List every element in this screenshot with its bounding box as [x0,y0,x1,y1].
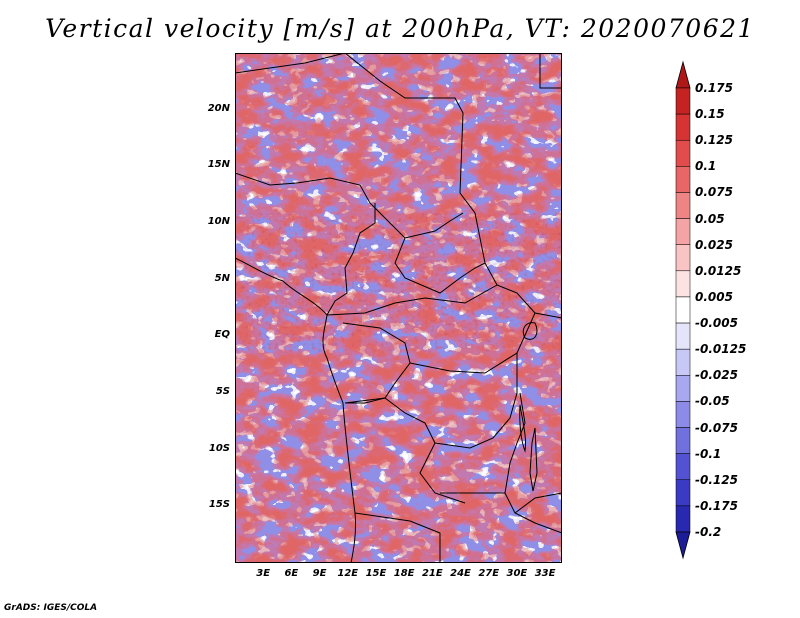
colorbar-label: -0.175 [695,498,738,513]
colorbar-top-arrow [675,60,691,89]
colorbar-label: -0.0125 [695,342,747,357]
colorbar-segment [675,505,691,533]
colorbar-segment [675,375,691,402]
credit-label: GrADS: IGES/COLA [4,603,98,613]
colorbar-label: 0.15 [695,107,725,122]
colorbar-segment [675,244,691,272]
colorbar-label: -0.125 [695,472,738,487]
colorbar-label: 0.05 [695,211,725,226]
lon-tick-label: 18E [393,568,415,579]
lon-tick-label: 9E [312,568,327,579]
colorbar-segment [675,192,691,219]
lat-tick-label: 10S [208,442,230,454]
colorbar-segment [675,270,691,298]
lon-tick-label: 24E [450,568,471,579]
plot-title: Vertical velocity [m/s] at 200hPa, VT: 2… [45,14,755,43]
colorbar-segment [675,296,691,324]
colorbar-label: -0.2 [695,525,722,539]
colorbar-segment [675,401,691,428]
colorbar-segment [675,166,691,193]
colorbar-segment [675,348,691,376]
lon-tick-label: 15E [365,568,387,579]
colorbar-segment [675,427,691,454]
lon-tick-label: 21E [421,568,443,579]
colorbar-label: 0.005 [695,289,733,304]
colorbar-segment [675,479,691,507]
lon-tick-label: 30E [506,568,528,579]
lon-tick-label: 3E [256,568,271,579]
colorbar-segment [675,87,691,115]
colorbar-label: 0.025 [695,237,733,252]
colorbar-label: 0.175 [695,81,733,95]
colorbar-segment [675,218,691,245]
lat-tick-label: 15N [207,159,230,171]
colorbar-label: 0.125 [695,133,733,148]
lon-tick-label: 33E [534,568,556,579]
colorbar-label: 0.0125 [695,263,742,278]
colorbar-label: -0.1 [695,446,722,461]
lat-tick-label: 20N [207,102,230,114]
lat-tick-label: 15S [208,499,230,511]
colorbar-label: -0.075 [695,420,738,435]
colorbar-segment [675,322,691,350]
colorbar-label: -0.05 [695,394,730,409]
colorbar-label: -0.025 [695,368,738,383]
lat-tick-label: EQ [214,329,230,341]
lon-tick-label: 27E [478,568,500,579]
colorbar-bottom-arrow [675,531,691,560]
colorbar-segment [675,453,691,481]
lat-tick-label: 5S [215,386,230,397]
colorbar-label: -0.005 [695,316,738,331]
lat-tick-label: 10N [207,216,230,227]
lon-tick-label: 12E [337,568,359,579]
colorbar-segment [675,113,691,141]
lon-tick-label: 6E [284,568,299,579]
colorbar-label: 0.1 [695,159,717,174]
lat-tick-label: 5N [214,272,230,284]
colorbar-label: 0.075 [695,185,733,200]
colorbar [675,60,691,560]
colorbar-segment [675,139,691,167]
velocity-map [235,53,562,563]
